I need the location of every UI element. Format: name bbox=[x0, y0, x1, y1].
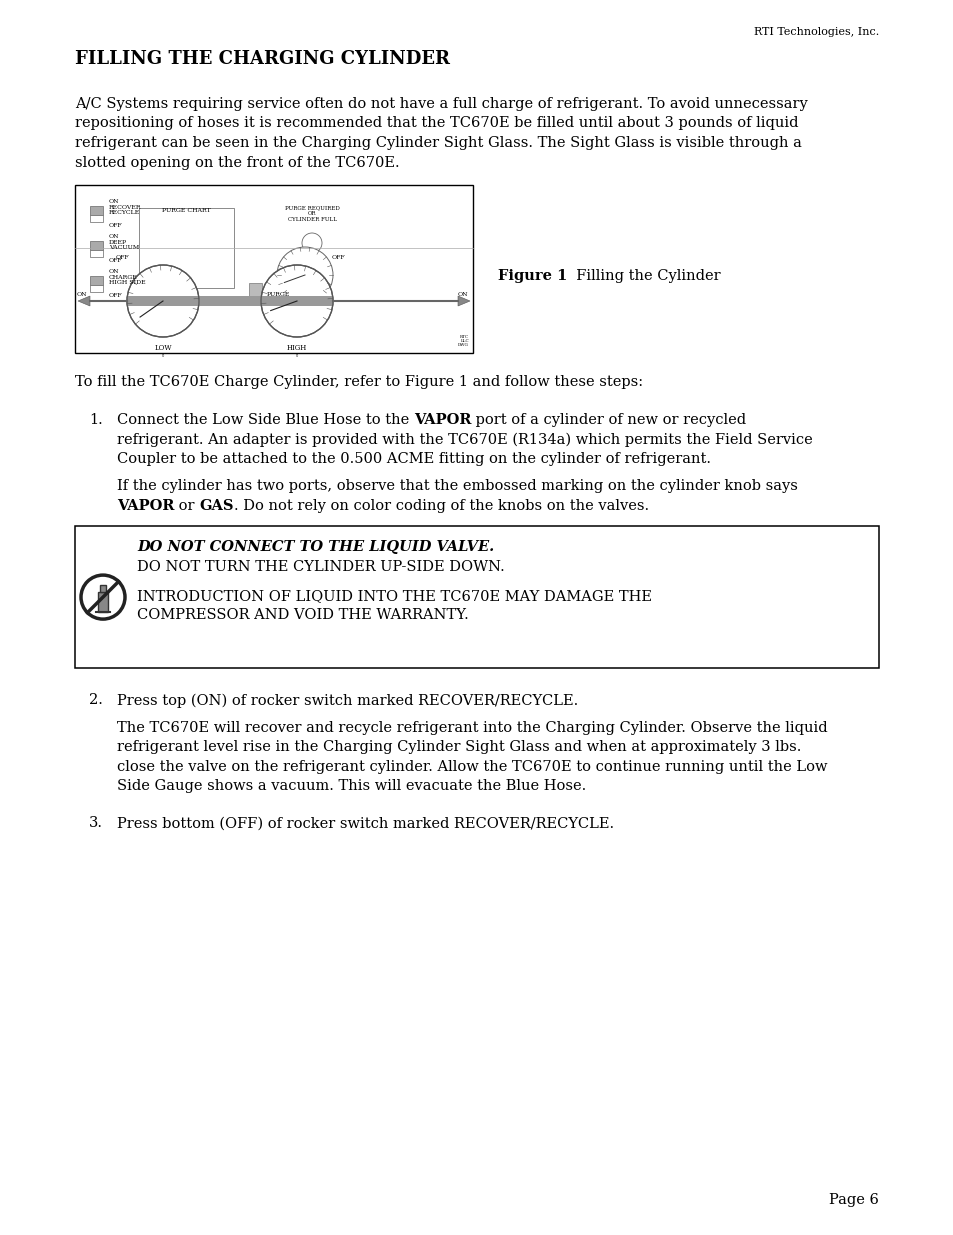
Text: 2.: 2. bbox=[89, 693, 103, 708]
Text: VAPOR: VAPOR bbox=[117, 499, 174, 513]
Text: 1.: 1. bbox=[90, 412, 103, 427]
Text: PURGE REQUIRED
OR
CYLINDER FULL: PURGE REQUIRED OR CYLINDER FULL bbox=[284, 205, 339, 221]
Text: ON: ON bbox=[109, 269, 119, 274]
Text: DO NOT CONNECT TO THE LIQUID VALVE.: DO NOT CONNECT TO THE LIQUID VALVE. bbox=[137, 540, 494, 555]
Bar bbox=[100, 585, 106, 592]
Text: ON: ON bbox=[457, 291, 468, 296]
Text: . Do not rely on color coding of the knobs on the valves.: . Do not rely on color coding of the kno… bbox=[233, 499, 649, 513]
Text: OFF: OFF bbox=[331, 254, 344, 261]
Text: Press top (ON) of rocker switch marked RECOVER/RECYCLE.: Press top (ON) of rocker switch marked R… bbox=[117, 693, 578, 708]
Text: refrigerant can be seen in the Charging Cylinder Sight Glass. The Sight Glass is: refrigerant can be seen in the Charging … bbox=[75, 136, 801, 149]
Bar bbox=[90, 206, 103, 215]
Text: ON: ON bbox=[109, 199, 119, 204]
Text: 3.: 3. bbox=[89, 816, 103, 830]
Bar bbox=[90, 215, 103, 222]
Bar bbox=[249, 283, 262, 305]
Text: Figure 1: Figure 1 bbox=[497, 269, 567, 283]
Text: PURGE: PURGE bbox=[267, 291, 290, 296]
Bar bbox=[90, 277, 103, 285]
Text: LOW: LOW bbox=[154, 345, 172, 352]
Text: repositioning of hoses it is recommended that the TC670E be filled until about 3: repositioning of hoses it is recommended… bbox=[75, 116, 798, 131]
Text: OFF: OFF bbox=[109, 293, 123, 298]
Text: Side Gauge shows a vacuum. This will evacuate the Blue Hose.: Side Gauge shows a vacuum. This will eva… bbox=[117, 779, 586, 793]
Text: OFF: OFF bbox=[109, 224, 123, 228]
Circle shape bbox=[81, 576, 125, 619]
Text: Connect the Low Side Blue Hose to the: Connect the Low Side Blue Hose to the bbox=[117, 412, 414, 427]
Text: port of a cylinder of new or recycled: port of a cylinder of new or recycled bbox=[471, 412, 745, 427]
Text: RTI Technologies, Inc.: RTI Technologies, Inc. bbox=[753, 27, 878, 37]
Bar bbox=[139, 207, 233, 288]
Text: RTC
LLC
DWG: RTC LLC DWG bbox=[457, 335, 469, 347]
Text: DO NOT TURN THE CYLINDER UP-SIDE DOWN.: DO NOT TURN THE CYLINDER UP-SIDE DOWN. bbox=[137, 559, 504, 573]
Text: refrigerant. An adapter is provided with the TC670E (R134a) which permits the Fi: refrigerant. An adapter is provided with… bbox=[117, 432, 812, 447]
Circle shape bbox=[127, 266, 199, 337]
Text: ON: ON bbox=[76, 291, 87, 296]
Text: close the valve on the refrigerant cylinder. Allow the TC670E to continue runnin: close the valve on the refrigerant cylin… bbox=[117, 760, 826, 774]
Circle shape bbox=[276, 247, 333, 303]
Text: A/C Systems requiring service often do not have a full charge of refrigerant. To: A/C Systems requiring service often do n… bbox=[75, 98, 807, 111]
Bar bbox=[127, 296, 333, 306]
Circle shape bbox=[302, 233, 322, 253]
Polygon shape bbox=[457, 296, 470, 306]
Text: To fill the TC670E Charge Cylinder, refer to Figure 1 and follow these steps:: To fill the TC670E Charge Cylinder, refe… bbox=[75, 375, 642, 389]
Text: CHARGE
HIGH SIDE: CHARGE HIGH SIDE bbox=[109, 275, 146, 285]
Text: INTRODUCTION OF LIQUID INTO THE TC670E MAY DAMAGE THE: INTRODUCTION OF LIQUID INTO THE TC670E M… bbox=[137, 589, 651, 603]
Text: ◦: ◦ bbox=[294, 353, 298, 359]
Polygon shape bbox=[78, 296, 90, 306]
Text: If the cylinder has two ports, observe that the embossed marking on the cylinder: If the cylinder has two ports, observe t… bbox=[117, 479, 797, 493]
Bar bbox=[75, 185, 473, 353]
Circle shape bbox=[261, 266, 333, 337]
Text: HIGH: HIGH bbox=[287, 345, 307, 352]
Text: VAPOR: VAPOR bbox=[414, 412, 471, 427]
Text: GAS: GAS bbox=[199, 499, 233, 513]
Bar bbox=[75, 526, 878, 668]
Bar bbox=[139, 283, 181, 305]
Text: DEEP
VACUUM: DEEP VACUUM bbox=[109, 240, 139, 251]
Text: OFF: OFF bbox=[115, 254, 129, 261]
Text: Coupler to be attached to the 0.500 ACME fitting on the cylinder of refrigerant.: Coupler to be attached to the 0.500 ACME… bbox=[117, 452, 710, 466]
Text: refrigerant level rise in the Charging Cylinder Sight Glass and when at approxim: refrigerant level rise in the Charging C… bbox=[117, 740, 801, 755]
Bar bbox=[98, 592, 108, 613]
Text: or: or bbox=[174, 499, 199, 513]
Text: ON: ON bbox=[109, 235, 119, 240]
Text: The TC670E will recover and recycle refrigerant into the Charging Cylinder. Obse: The TC670E will recover and recycle refr… bbox=[117, 721, 827, 735]
Text: RECOVER
RECYCLE: RECOVER RECYCLE bbox=[109, 205, 141, 215]
Text: FILLING THE CHARGING CYLINDER: FILLING THE CHARGING CYLINDER bbox=[75, 49, 450, 68]
Text: slotted opening on the front of the TC670E.: slotted opening on the front of the TC67… bbox=[75, 156, 399, 169]
Text: Press bottom (OFF) of rocker switch marked RECOVER/RECYCLE.: Press bottom (OFF) of rocker switch mark… bbox=[117, 816, 614, 830]
Bar bbox=[90, 241, 103, 249]
Text: COMPRESSOR AND VOID THE WARRANTY.: COMPRESSOR AND VOID THE WARRANTY. bbox=[137, 609, 468, 622]
Text: Filling the Cylinder: Filling the Cylinder bbox=[567, 269, 720, 283]
Bar bbox=[90, 249, 103, 257]
Text: ◦: ◦ bbox=[161, 353, 165, 359]
Text: Page 6: Page 6 bbox=[828, 1193, 878, 1207]
Bar bbox=[90, 285, 103, 293]
Text: OFF: OFF bbox=[109, 258, 123, 263]
Text: PURGE CHART: PURGE CHART bbox=[162, 207, 211, 212]
